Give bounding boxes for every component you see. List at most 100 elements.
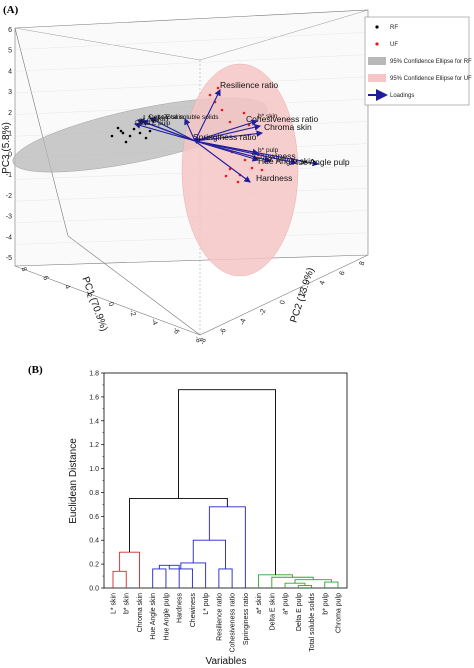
dendrogram-link [218,568,233,588]
x-axis-title: PC1 (70.9%) [79,275,109,333]
loading-label: Delta E skin [149,114,184,121]
legend-label: 95% Confidence Ellipse for UF [390,76,472,82]
rf-point [128,134,132,138]
uf-point [220,108,224,112]
x-tick-label: 0 [106,301,114,307]
dendrogram-link [112,570,127,588]
leaf-label: a* pulp [283,593,290,615]
dendrogram-link [324,581,339,588]
panel-a-label: (A) [3,4,19,16]
leaf-label: b* skin [124,593,131,614]
x-tick-label: 2 [85,293,93,299]
y-tick-label: 1.2 [89,442,99,449]
dendrogram-link [192,539,226,569]
y-tick-label: 0.8 [89,490,99,497]
leaf-label: Delta E skin [269,593,276,630]
loading-label: a* skin [139,117,159,124]
dendrogram-link [180,562,207,588]
dendrogram-link [178,389,276,575]
rf-point [121,131,125,135]
loading-vectors: Resilience ratio Cohesiveness ratioChroma… [133,80,350,183]
z-tick-label: 6 [8,27,12,34]
uf-point [243,158,247,162]
legend-label: 95% Confidence Ellipse for RF [390,59,472,65]
grid-line [14,232,369,245]
uf-point [228,167,232,171]
rf-point [119,129,123,133]
loading-arrow [133,122,196,142]
loading-arrow [184,117,196,142]
grid-line [14,32,369,50]
uf-point [260,168,264,172]
x-tick-label: 6 [41,275,49,281]
box-edge-top2 [199,9,369,61]
uf-confidence-ellipse [181,63,299,277]
leaf-label: Delta E pulp [296,593,303,631]
x-tick-label: -4 [150,318,159,326]
z-tick-label: 4 [8,68,12,75]
legend-label: UF [390,42,398,48]
leaf-label: a* skin [256,593,263,614]
y-tick-label: 0.6 [89,514,99,521]
leaf-label: Chroma skin [137,593,144,632]
leaf-label: b* pulp [322,593,329,615]
grid-line [14,54,369,72]
y-tick-label: 0 [279,300,287,306]
y-tick-label: -4 [239,318,248,326]
leaf-label: Total soluble solids [309,593,316,652]
legend-swatch [375,42,379,46]
dendrogram-link [152,568,167,588]
x-tick-label: -2 [128,309,137,317]
loading-label: b* pulp [258,147,279,154]
loading-arrow [194,140,260,162]
z-tick-label: -1 [6,172,12,179]
leaf-label: Resilience ratio [216,593,223,641]
loading-arrow [194,140,320,167]
loading-label: Chroma skin [264,122,312,132]
y-tick-label: -6 [219,328,228,336]
y-tick-label: -2 [259,308,268,316]
y-axis-title: Euclidean Distance [68,438,79,524]
box-edges [14,27,369,336]
leaf-label: L* pulp [203,593,210,615]
y-tick-label: 0.2 [89,562,99,569]
uf-point [224,174,228,178]
z-axis-ticks: -5 -4 -3 -2 -1 0 1 2 3 4 5 6 [6,27,12,262]
rf-point [116,126,120,130]
leaf-label: Hardness [177,593,184,623]
y-tick-label: -8 [199,337,208,345]
loading-label: Hue Angle pulp [292,157,350,167]
leaf-labels: L* skin b* skin Chroma skin Hue Angle skin H… [111,593,343,653]
loading-label: Total soluble solids [164,114,219,121]
leaf-label: L* skin [111,593,118,614]
loading-label: Delta E pulp [135,120,171,127]
y-axis-ticks: -8 -6 -4 -2 0 2 4 6 8 [199,261,366,346]
y-tick-label: 8 [359,261,367,267]
loading-label: Hardness [256,173,292,183]
y-tick-label: 1.8 [89,371,99,378]
dendrogram-link [294,579,332,584]
z-tick-label: 1 [8,131,12,138]
leaf-label: Cohesiveness ratio [230,593,237,653]
x-tick-label: 4 [63,284,71,290]
x-axis-title: Variables [206,656,247,667]
grid-line [14,76,369,94]
leaf-label: Hue Angle pulp [163,593,170,641]
x-tick-label: -6 [171,327,180,335]
x-axis-ticks: 8 6 4 2 0 -2 -4 -6 -8 [19,266,201,343]
z-tick-label: 0 [8,151,12,158]
rf-point [148,129,152,133]
rf-point [132,127,136,131]
y-tick-label: 4 [319,280,327,286]
z-tick-label: -4 [6,234,12,241]
leaf-label: Hue Angle skin [150,593,157,640]
loading-arrow [194,119,259,142]
dendrogram: 0.0 0.2 0.4 0.6 0.8 1.0 1.2 1.4 1.6 1.8 L* skin b*… [68,371,348,667]
loading-arrow [194,140,251,183]
loading-arrow [194,124,262,142]
loading-label: Resilience ratio [220,80,278,90]
rf-point [110,134,114,138]
panel-b-label: (B) [28,364,43,376]
loading-arrow [194,140,298,166]
x-tick-label: -8 [193,335,202,343]
